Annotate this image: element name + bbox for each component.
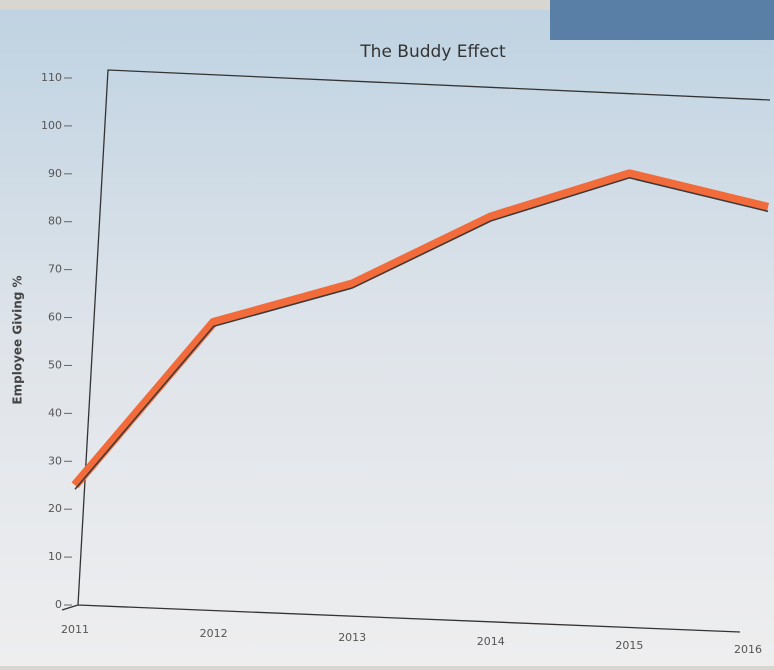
chart-title: The Buddy Effect: [359, 42, 506, 62]
y-axis-label: Employee Giving %: [11, 275, 25, 404]
y-tick-label: 110: [41, 71, 62, 84]
x-tick-label: 2014: [477, 635, 505, 648]
chart-background: [0, 10, 774, 666]
x-tick-label: 2012: [200, 627, 228, 640]
x-tick-label: 2011: [61, 623, 89, 636]
chart: The Buddy Effect Employee Giving % 0 10 20…: [0, 0, 774, 666]
x-tick-label: 2015: [615, 639, 643, 652]
y-tick-label: 90: [48, 167, 62, 180]
y-tick-label: 30: [48, 454, 62, 467]
x-tick-label: 2016: [734, 643, 762, 656]
y-tick-label: 70: [48, 263, 62, 276]
y-tick-label: 40: [48, 406, 62, 419]
y-tick-label: 20: [48, 502, 62, 515]
y-tick-label: 0: [55, 598, 62, 611]
y-tick-label: 10: [48, 550, 62, 563]
y-tick-label: 60: [48, 311, 62, 324]
x-tick-label: 2013: [338, 631, 366, 644]
y-tick-label: 50: [48, 358, 62, 371]
y-tick-label: 80: [48, 215, 62, 228]
y-tick-label: 100: [41, 119, 62, 132]
photo-corner: [550, 0, 774, 40]
